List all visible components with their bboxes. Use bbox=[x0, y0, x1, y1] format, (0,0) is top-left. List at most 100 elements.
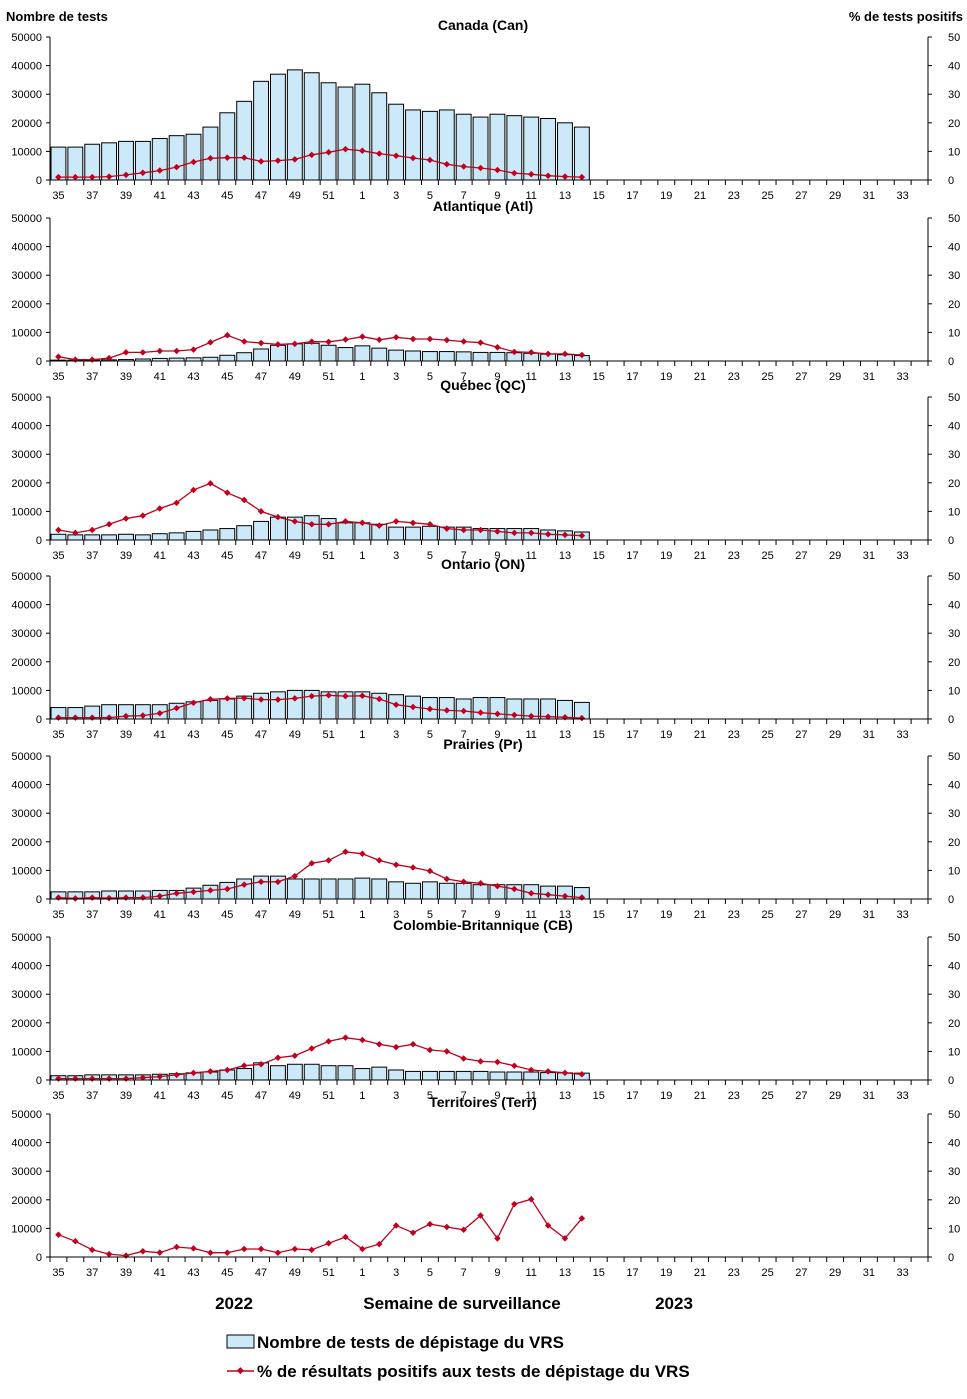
x-tick-label: 43 bbox=[187, 550, 199, 562]
left-y-tick-label: 40000 bbox=[11, 780, 42, 792]
x-tick-label: 7 bbox=[461, 371, 467, 383]
right-y-tick-label: 0 bbox=[948, 535, 954, 547]
test-count-bar bbox=[286, 69, 303, 181]
test-count-bar bbox=[354, 345, 371, 362]
x-tick-label: 45 bbox=[221, 729, 233, 741]
x-tick-label: 51 bbox=[322, 550, 334, 562]
positivity-marker bbox=[527, 1195, 535, 1203]
right-y-tick-label: 50 bbox=[948, 751, 960, 763]
positivity-marker bbox=[544, 713, 552, 720]
positivity-marker bbox=[409, 519, 417, 527]
positivity-marker bbox=[494, 344, 501, 351]
x-tick-label: 25 bbox=[761, 1267, 773, 1279]
x-tick-label: 21 bbox=[694, 550, 706, 562]
x-tick-label: 33 bbox=[897, 1267, 909, 1279]
positivity-marker bbox=[561, 531, 569, 539]
positivity-marker bbox=[376, 150, 383, 157]
test-count-bar bbox=[118, 533, 134, 541]
x-tick-label: 41 bbox=[154, 729, 166, 741]
x-tick-label: 31 bbox=[863, 1090, 875, 1102]
left-y-tick-label: 20000 bbox=[11, 118, 42, 130]
right-y-tick-label: 10 bbox=[948, 685, 960, 697]
test-count-bar bbox=[303, 1063, 320, 1081]
x-tick-label: 39 bbox=[120, 909, 132, 921]
positivity-marker bbox=[224, 1066, 231, 1074]
positivity-marker bbox=[257, 1245, 265, 1253]
x-tick-label: 7 bbox=[461, 190, 467, 202]
positivity-marker bbox=[392, 334, 400, 341]
positivity-marker bbox=[257, 158, 265, 165]
right-y-tick-label: 10 bbox=[948, 865, 960, 877]
chart-panel: Atlantique (Atl) 0 0 10000 10 20000 20 30000 30 4… bbox=[11, 198, 960, 383]
legend-line-marker bbox=[236, 1367, 244, 1375]
positivity-marker bbox=[207, 696, 214, 703]
chart-title: Territoires (Terr) bbox=[429, 1094, 537, 1110]
x-tick-label: 9 bbox=[494, 1090, 500, 1102]
positivity-marker bbox=[257, 339, 265, 347]
x-tick-label: 13 bbox=[559, 190, 571, 202]
positivity-marker bbox=[173, 499, 180, 507]
test-count-bar bbox=[219, 354, 236, 362]
x-tick-label: 47 bbox=[255, 729, 267, 741]
test-count-bar bbox=[303, 342, 320, 362]
x-tick-label: 29 bbox=[829, 909, 841, 921]
positivity-marker bbox=[409, 1041, 417, 1048]
x-tick-label: 49 bbox=[289, 1090, 301, 1102]
positivity-marker bbox=[122, 515, 130, 522]
x-tick-label: 35 bbox=[52, 190, 64, 202]
x-tick-label: 1 bbox=[359, 550, 365, 562]
positivity-marker bbox=[291, 340, 299, 348]
x-tick-label: 11 bbox=[526, 190, 537, 202]
positivity-marker bbox=[527, 349, 535, 356]
positivity-line bbox=[58, 482, 582, 537]
positivity-marker bbox=[578, 351, 586, 359]
test-count-bar bbox=[151, 138, 168, 181]
positivity-marker bbox=[409, 864, 417, 871]
right-y-tick-label: 10 bbox=[948, 506, 960, 518]
positivity-marker bbox=[240, 496, 248, 504]
right-y-tick-label: 20 bbox=[948, 118, 960, 130]
positivity-marker bbox=[392, 518, 400, 525]
test-count-bar bbox=[438, 882, 455, 900]
positivity-marker bbox=[55, 353, 62, 360]
right-y-tick-label: 0 bbox=[948, 894, 954, 906]
chart-title: Prairies (Pr) bbox=[443, 736, 522, 752]
positivity-marker bbox=[511, 169, 518, 177]
positivity-marker bbox=[190, 346, 197, 353]
positivity-marker bbox=[392, 1043, 400, 1051]
x-tick-label: 19 bbox=[660, 550, 672, 562]
positivity-marker bbox=[240, 338, 248, 345]
x-tick-label: 27 bbox=[795, 371, 807, 383]
positivity-marker bbox=[376, 1040, 383, 1048]
chart-panel: Prairies (Pr) 0 0 10000 10 20000 20 30000 30 4000… bbox=[11, 736, 960, 921]
x-tick-label: 5 bbox=[427, 909, 433, 921]
right-y-tick-label: 50 bbox=[948, 392, 960, 404]
x-tick-label: 15 bbox=[593, 909, 605, 921]
right-y-tick-label: 20 bbox=[948, 299, 960, 311]
left-y-tick-label: 30000 bbox=[11, 989, 42, 1001]
chart-panel: Colombie-Britannique (CB) 0 0 10000 10 20000 2… bbox=[11, 917, 960, 1102]
positivity-marker bbox=[274, 1054, 282, 1061]
positivity-marker bbox=[291, 1245, 299, 1253]
right-y-tick-label: 50 bbox=[948, 932, 960, 944]
x-tick-label: 5 bbox=[427, 550, 433, 562]
x-tick-label: 27 bbox=[795, 550, 807, 562]
x-tick-label: 43 bbox=[187, 190, 199, 202]
positivity-marker bbox=[274, 341, 282, 348]
test-count-bar bbox=[421, 110, 438, 181]
x-tick-label: 37 bbox=[86, 550, 98, 562]
positivity-marker bbox=[477, 1058, 484, 1065]
right-y-tick-label: 30 bbox=[948, 89, 960, 101]
x-tick-label: 33 bbox=[897, 550, 909, 562]
x-tick-label: 49 bbox=[289, 550, 301, 562]
positivity-marker bbox=[190, 1245, 197, 1252]
positivity-marker bbox=[376, 695, 383, 703]
x-tick-label: 27 bbox=[795, 190, 807, 202]
positivity-marker bbox=[308, 338, 315, 345]
test-count-bar bbox=[371, 347, 388, 362]
x-tick-label: 5 bbox=[427, 190, 433, 202]
x-tick-label: 37 bbox=[86, 190, 98, 202]
left-y-tick-label: 10000 bbox=[11, 146, 42, 158]
test-count-bar bbox=[455, 882, 472, 900]
